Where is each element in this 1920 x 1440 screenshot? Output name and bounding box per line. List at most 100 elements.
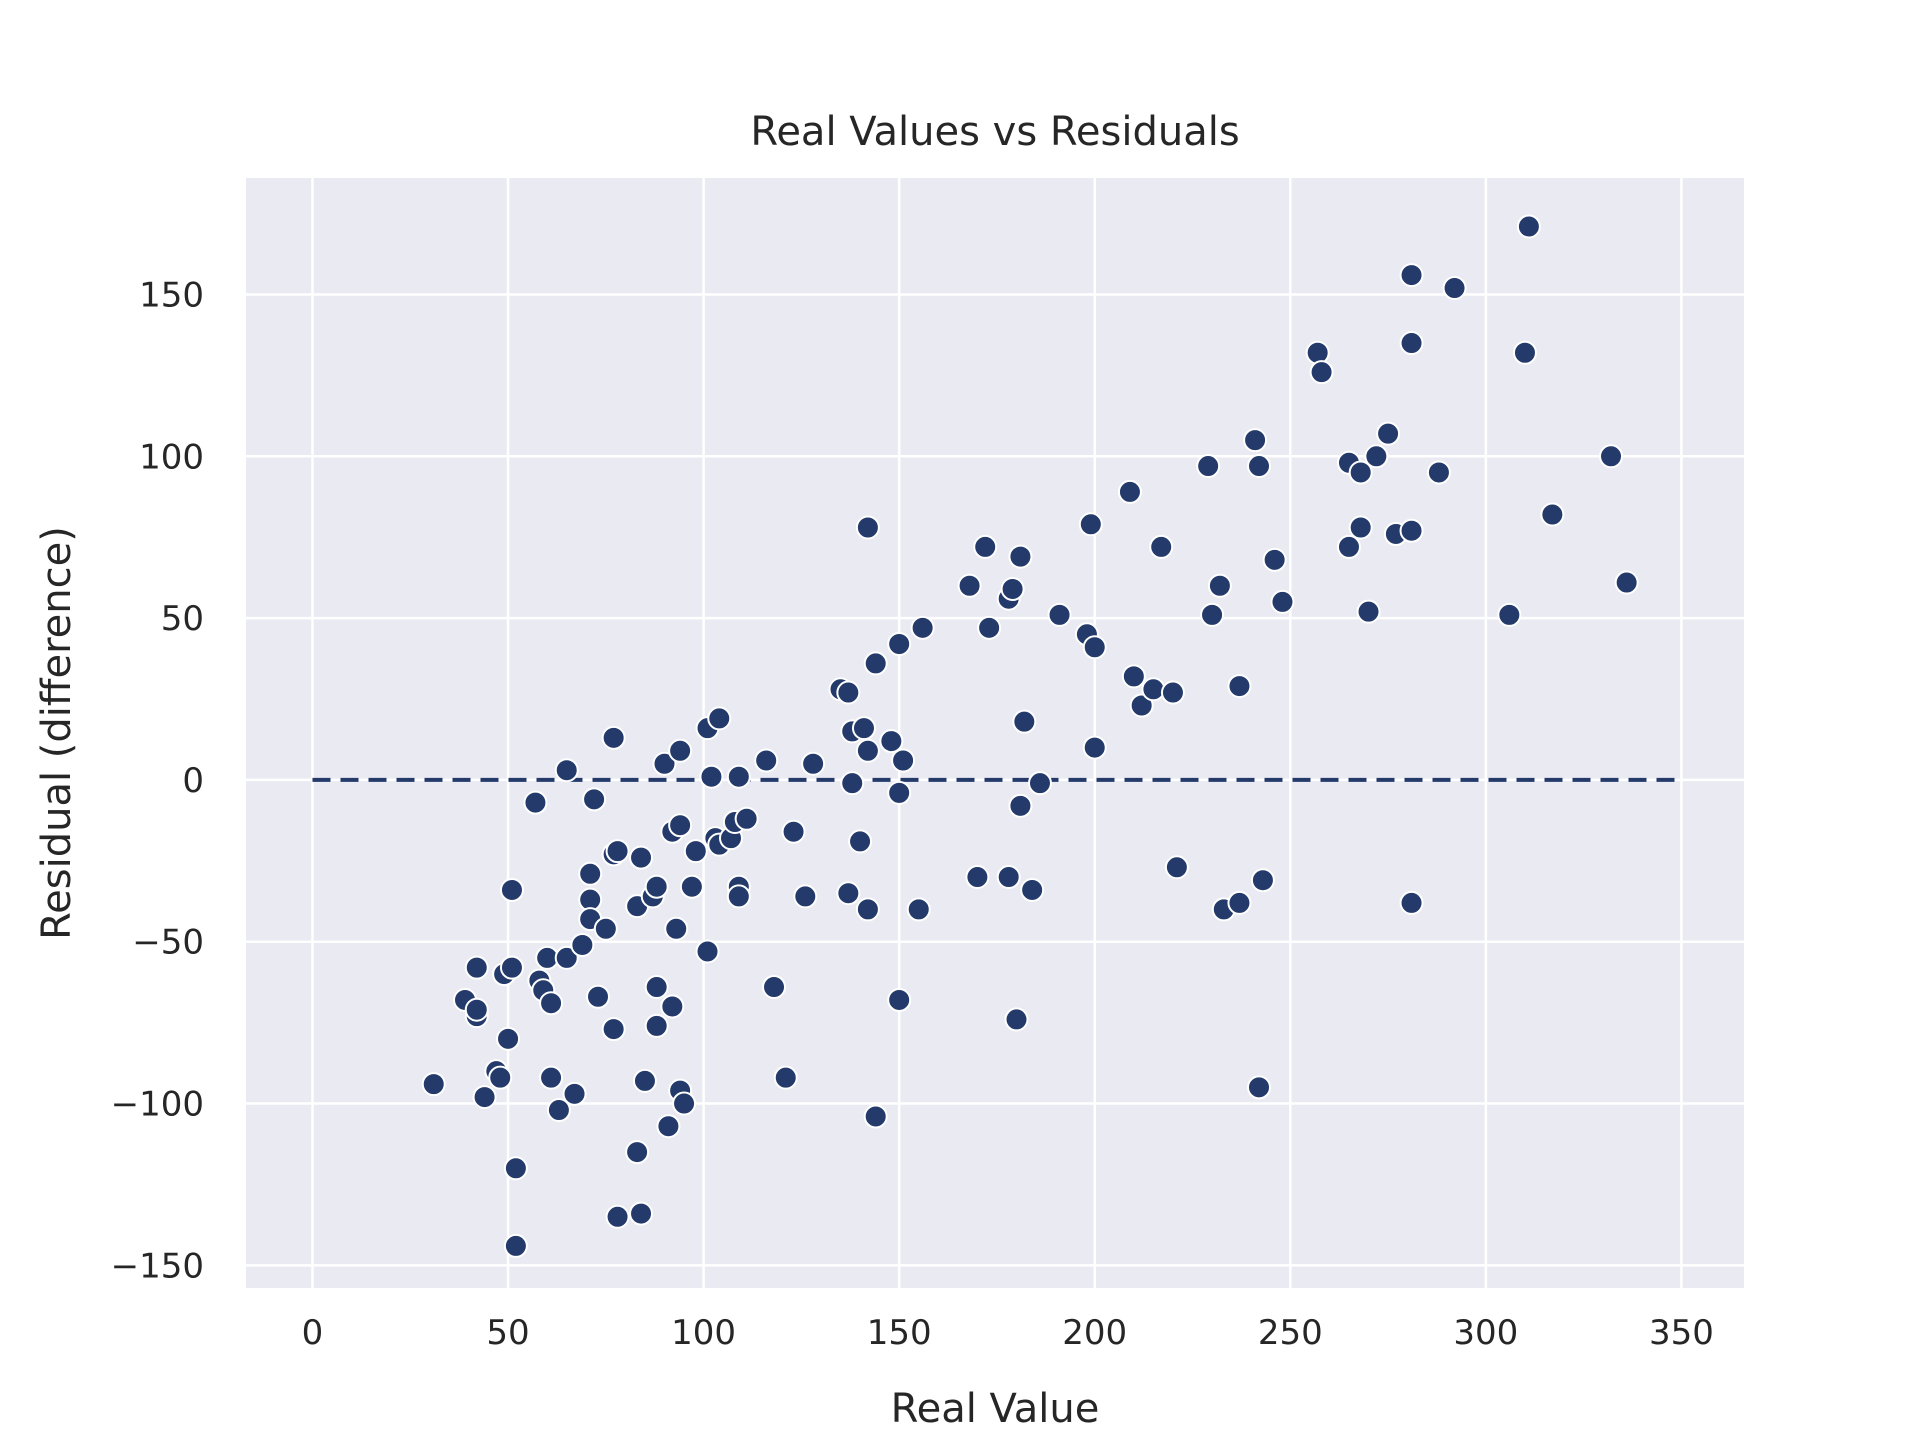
data-point — [726, 764, 751, 789]
data-point — [836, 881, 861, 906]
data-point — [644, 1013, 669, 1038]
data-point — [605, 1204, 630, 1229]
data-point — [754, 748, 779, 773]
data-point — [1247, 1075, 1272, 1100]
data-point — [421, 1072, 446, 1097]
y-tick-label: −100 — [111, 1085, 204, 1125]
data-point — [523, 790, 548, 815]
data-point — [1356, 599, 1381, 624]
data-point — [1012, 709, 1037, 734]
data-point — [734, 806, 759, 831]
data-points — [421, 214, 1639, 1258]
data-point — [1200, 602, 1225, 627]
data-point — [840, 771, 865, 796]
data-point — [601, 725, 626, 750]
data-point — [1376, 421, 1401, 446]
data-point — [1426, 460, 1451, 485]
data-point — [793, 884, 818, 909]
data-point — [1243, 428, 1268, 453]
data-point — [887, 987, 912, 1012]
data-point — [1020, 877, 1045, 902]
data-point — [586, 984, 611, 1009]
y-tick-label: 50 — [161, 599, 204, 639]
data-point — [1227, 890, 1252, 915]
data-point — [644, 975, 669, 1000]
data-point — [1399, 890, 1424, 915]
data-point — [1207, 573, 1232, 598]
data-point — [652, 751, 677, 776]
data-point — [1121, 664, 1146, 689]
data-point — [539, 991, 564, 1016]
data-point — [863, 1104, 888, 1129]
data-point — [1262, 547, 1287, 572]
data-point — [1250, 868, 1275, 893]
data-point — [699, 764, 724, 789]
x-tick-label: 250 — [1258, 1313, 1323, 1353]
data-point — [965, 865, 990, 890]
data-point — [1614, 570, 1639, 595]
data-point — [582, 787, 607, 812]
x-axis-title: Real Value — [891, 1386, 1100, 1432]
data-point — [562, 1081, 587, 1106]
data-point — [570, 932, 595, 957]
data-point — [1442, 276, 1467, 301]
chart-title: Real Values vs Residuals — [750, 109, 1239, 155]
data-point — [554, 758, 579, 783]
data-point — [578, 861, 603, 886]
data-point — [1078, 512, 1103, 537]
y-tick-label: −50 — [132, 923, 204, 963]
x-tick-label: 100 — [671, 1313, 736, 1353]
data-point — [1247, 454, 1272, 479]
data-point — [683, 839, 708, 864]
data-point — [762, 975, 787, 1000]
data-point — [977, 615, 1002, 640]
data-point — [836, 680, 861, 705]
data-point — [973, 534, 998, 559]
data-point — [863, 651, 888, 676]
x-tick-labels: 0 50 100 150 200 250 300 350 — [302, 1313, 1714, 1353]
x-tick-label: 200 — [1062, 1313, 1127, 1353]
data-point — [593, 916, 618, 941]
data-point — [1309, 360, 1334, 385]
data-point — [887, 780, 912, 805]
data-point — [1305, 340, 1330, 365]
data-point — [464, 955, 489, 980]
x-tick-label: 150 — [867, 1313, 932, 1353]
data-point — [503, 1156, 528, 1181]
data-point — [1027, 771, 1052, 796]
data-point — [855, 897, 880, 922]
data-point — [539, 1065, 564, 1090]
data-point — [1000, 576, 1025, 601]
data-point — [1004, 1007, 1029, 1032]
data-point — [1196, 454, 1221, 479]
data-point — [1047, 602, 1072, 627]
data-point — [1399, 518, 1424, 543]
data-point — [801, 751, 826, 776]
data-point — [664, 916, 689, 941]
data-point — [891, 748, 916, 773]
data-point — [660, 994, 685, 1019]
data-point — [1164, 855, 1189, 880]
data-point — [668, 738, 693, 763]
data-point — [1348, 460, 1373, 485]
x-tick-label: 300 — [1453, 1313, 1518, 1353]
data-point — [554, 945, 579, 970]
data-point — [632, 1068, 657, 1093]
data-point — [848, 829, 873, 854]
data-point — [726, 884, 751, 909]
data-point — [1008, 544, 1033, 569]
y-tick-label: 150 — [139, 276, 204, 316]
data-point — [851, 716, 876, 741]
data-point — [625, 1140, 650, 1165]
data-point — [464, 997, 489, 1022]
data-point — [679, 874, 704, 899]
data-point — [781, 819, 806, 844]
data-point — [1141, 677, 1166, 702]
data-point — [996, 865, 1021, 890]
data-point — [1117, 479, 1142, 504]
data-point — [601, 1017, 626, 1042]
data-point — [546, 1098, 571, 1123]
data-point — [1348, 515, 1373, 540]
data-point — [855, 515, 880, 540]
data-point — [629, 845, 654, 870]
